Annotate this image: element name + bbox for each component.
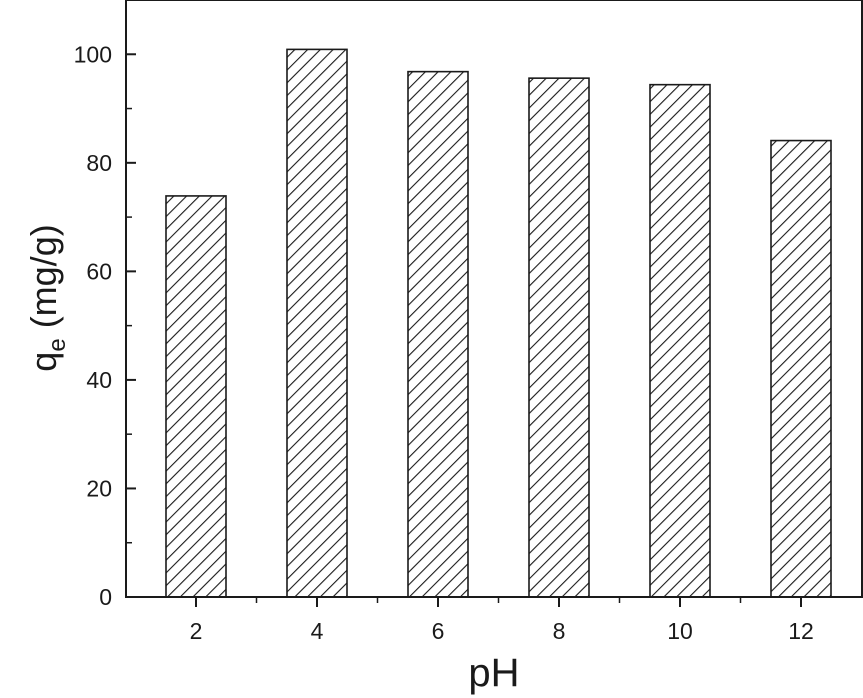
y-tick-label: 60 (86, 258, 112, 284)
y-tick-label: 20 (86, 475, 112, 501)
x-tick-label: 6 (432, 618, 445, 644)
y-axis-title-unit: (mg/g) (23, 224, 64, 338)
bar-ph-4 (286, 48, 348, 598)
x-axis-ticks: 2 4 6 8 10 12 (190, 597, 814, 644)
bar-ph-6 (407, 70, 469, 598)
y-tick-label: 0 (99, 584, 112, 610)
y-tick-label: 100 (74, 41, 112, 67)
plot-frame (125, 0, 863, 598)
x-tick-label: 10 (667, 618, 693, 644)
y-tick-label: 80 (86, 150, 112, 176)
x-tick-label: 4 (311, 618, 324, 644)
x-tick-label: 8 (553, 618, 566, 644)
bar-ph-10 (649, 83, 711, 598)
x-tick-label: 2 (190, 618, 203, 644)
x-tick-label: 12 (788, 618, 814, 644)
y-axis-title-subscript: e (44, 338, 71, 351)
y-axis-title-main: q (23, 352, 64, 372)
bar-ph-12 (770, 139, 832, 598)
y-axis-ticks: 0 20 40 60 80 100 (74, 41, 136, 610)
bar-ph-8 (528, 77, 590, 598)
y-axis-title: qe (mg/g) (23, 224, 71, 371)
bar-ph-2 (165, 195, 227, 598)
bars-group (165, 48, 832, 598)
x-axis-title: pH (468, 651, 519, 695)
y-tick-label: 40 (86, 367, 112, 393)
